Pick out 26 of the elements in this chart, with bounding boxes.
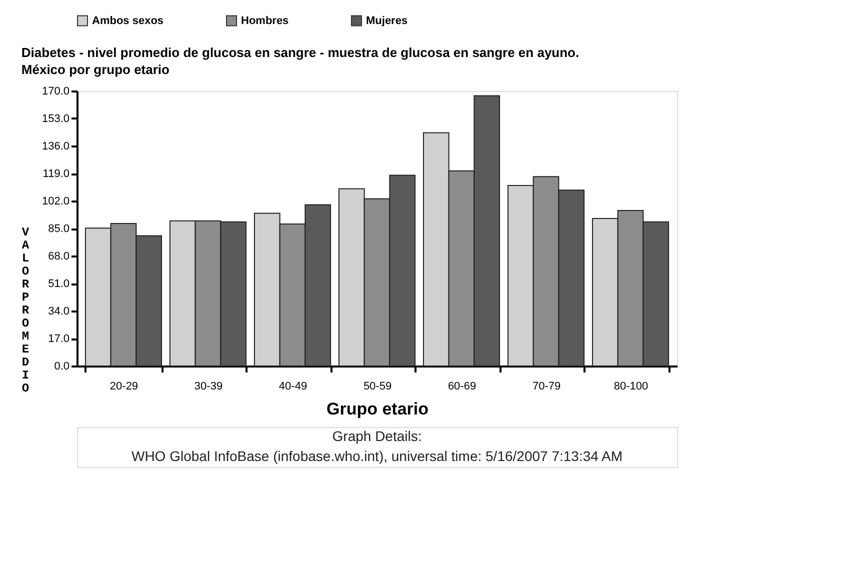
x-tick-label: 50-59: [363, 380, 392, 392]
text: VALOR PROMEDIO: [22, 226, 30, 396]
y-tick-label: 51.0: [48, 278, 70, 290]
x-tick-label: 20-29: [110, 380, 138, 392]
y-tick-label: 170.0: [42, 86, 70, 98]
y-tick-label: 17.0: [48, 333, 70, 345]
y-tick-label: 34.0: [48, 306, 70, 318]
y-tick-label: 136.0: [42, 140, 70, 152]
x-tick-label: 30-39: [194, 380, 223, 392]
y-tick-label: 0.0: [54, 360, 70, 372]
x-tick-label: 80-100: [614, 380, 648, 392]
text: WHO Global InfoBase (infobase.who.int), universal time: 5/16/2007 7:13:34 AM: [131, 448, 623, 464]
text: Graph Details:: [332, 428, 422, 444]
y-tick-label: 85.0: [48, 223, 70, 235]
x-axis-title: Grupo etario: [326, 400, 429, 418]
x-tick-label: 60-69: [448, 380, 476, 392]
x-tick-label: 40-49: [278, 380, 308, 392]
x-tick-label: 70-79: [532, 380, 561, 392]
y-tick-label: 102.0: [42, 196, 70, 208]
y-tick-label: 68.0: [48, 250, 70, 262]
chart-title: Diabetes - nivel promedio de glucosa en sangre - muestra de glucosa en sangre en ayuno. México por grupo etario: [21, 45, 580, 77]
y-tick-label: 119.0: [42, 168, 70, 180]
legend-label: Mujeres: [366, 14, 408, 27]
y-tick-label: 153.0: [42, 113, 70, 125]
legend-label: Hombres: [241, 14, 289, 27]
legend-label: Ambos sexos: [92, 14, 164, 27]
